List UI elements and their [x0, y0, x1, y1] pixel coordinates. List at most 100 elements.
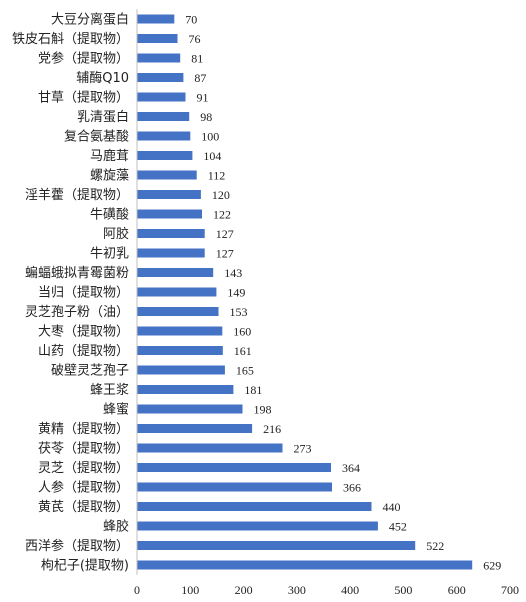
x-tick-labels: 0 100 200 300 400 500 600 700: [134, 583, 519, 597]
category-label-27: 蜂胶: [103, 519, 129, 535]
category-label-23: 茯苓（提取物）: [38, 441, 129, 457]
value-label-22: 216: [263, 422, 281, 436]
value-label-19: 165: [236, 364, 254, 378]
value-label-15: 149: [227, 286, 245, 300]
value-label-5: 91: [197, 91, 209, 105]
category-label-5: 甘草（提取物）: [38, 90, 129, 106]
category-label-6: 乳清蛋白: [77, 109, 129, 125]
bar-16: [137, 307, 219, 316]
category-label-28: 西洋参（提取物）: [25, 538, 129, 554]
bar-21: [137, 404, 243, 414]
value-label-26: 440: [383, 500, 401, 514]
value-label-25: 366: [343, 481, 361, 495]
category-label-14: 蝙蝠蛾拟青霉菌粉: [25, 265, 129, 281]
value-labels: 70 76 81 87 91 98 100 104 112 120 122 127 127 143 149 1…: [185, 13, 501, 573]
x-tick-label-0: 0: [134, 583, 140, 597]
bar-4: [137, 73, 184, 82]
category-label-25: 人参（提取物）: [38, 480, 129, 496]
bar-5: [137, 92, 186, 102]
category-label-12: 阿胶: [103, 226, 129, 242]
value-label-10: 120: [212, 188, 230, 202]
value-label-9: 112: [208, 169, 226, 183]
x-tick-label-700: 700: [501, 583, 519, 597]
category-label-4: 辅酶Q10: [76, 70, 129, 86]
bar-28: [137, 541, 416, 550]
category-label-1: 大豆分离蛋白: [51, 12, 129, 28]
value-label-4: 87: [194, 71, 206, 85]
bars-group: [137, 14, 473, 570]
x-tick-label-600: 600: [448, 583, 466, 597]
value-label-21: 198: [254, 403, 272, 417]
category-label-16: 灵芝孢子粉（油）: [25, 304, 129, 320]
bar-3: [137, 53, 181, 63]
value-label-29: 629: [483, 559, 501, 573]
bar-18: [137, 346, 223, 355]
bar-26: [137, 502, 372, 511]
category-label-26: 黄芪（提取物）: [38, 499, 129, 515]
bar-29: [137, 560, 473, 570]
bar-7: [137, 131, 191, 141]
value-label-8: 104: [203, 149, 221, 163]
category-label-24: 灵芝（提取物）: [38, 460, 129, 476]
bar-2: [137, 34, 178, 43]
bar-11: [137, 209, 202, 219]
category-label-8: 马鹿茸: [90, 148, 129, 164]
bar-12: [137, 229, 205, 238]
bar-17: [137, 326, 223, 336]
bar-9: [137, 170, 197, 180]
bar-8: [137, 151, 193, 160]
bar-10: [137, 190, 201, 199]
category-label-11: 牛磺酸: [90, 208, 129, 223]
category-label-10: 淫羊藿（提取物）: [25, 187, 129, 203]
value-label-23: 273: [294, 442, 312, 456]
value-label-28: 522: [426, 539, 444, 553]
category-label-15: 当归（提取物）: [38, 285, 129, 301]
bar-19: [137, 365, 225, 375]
value-label-6: 98: [200, 110, 212, 124]
bar-13: [137, 248, 205, 258]
value-label-17: 160: [233, 325, 251, 339]
value-label-16: 153: [230, 305, 248, 319]
category-label-18: 山药（提取物）: [38, 343, 129, 359]
category-label-2: 铁皮石斛（提取物）: [12, 31, 129, 47]
x-tick-label-200: 200: [235, 583, 253, 597]
x-tick-label-400: 400: [341, 583, 359, 597]
category-label-3: 党参（提取物）: [38, 51, 129, 67]
category-label-22: 黄精（提取物）: [38, 421, 129, 437]
bar-20: [137, 385, 234, 394]
category-label-19: 破壁灵芝孢子: [51, 363, 129, 379]
x-tick-label-100: 100: [181, 583, 199, 597]
category-label-21: 蜂蜜: [103, 403, 129, 418]
bar-6: [137, 112, 190, 121]
value-label-27: 452: [389, 520, 407, 534]
bar-23: [137, 443, 283, 453]
bar-24: [137, 463, 331, 472]
value-label-1: 70: [185, 13, 197, 27]
category-label-13: 牛初乳: [90, 247, 129, 262]
category-label-29: 枸杞子(提取物): [41, 558, 129, 574]
bar-22: [137, 424, 253, 433]
x-tick-label-300: 300: [288, 583, 306, 597]
bar-25: [137, 482, 332, 492]
value-label-14: 143: [224, 266, 242, 280]
value-label-24: 364: [342, 461, 360, 475]
value-label-20: 181: [244, 383, 262, 397]
value-label-11: 122: [213, 208, 231, 222]
bar-1: [137, 14, 175, 24]
bar-27: [137, 521, 378, 531]
value-label-3: 81: [191, 52, 203, 66]
value-label-12: 127: [216, 227, 234, 241]
value-label-2: 76: [189, 32, 201, 46]
bar-15: [137, 287, 217, 297]
category-label-20: 蜂王浆: [90, 383, 129, 398]
value-label-13: 127: [216, 247, 234, 261]
bar-14: [137, 268, 214, 277]
category-label-7: 复合氨基酸: [64, 130, 129, 145]
category-label-9: 螺旋藻: [90, 169, 129, 184]
value-label-18: 161: [234, 344, 252, 358]
category-label-17: 大枣（提取物）: [38, 324, 129, 340]
value-label-7: 100: [201, 130, 219, 144]
x-tick-label-500: 500: [394, 583, 412, 597]
